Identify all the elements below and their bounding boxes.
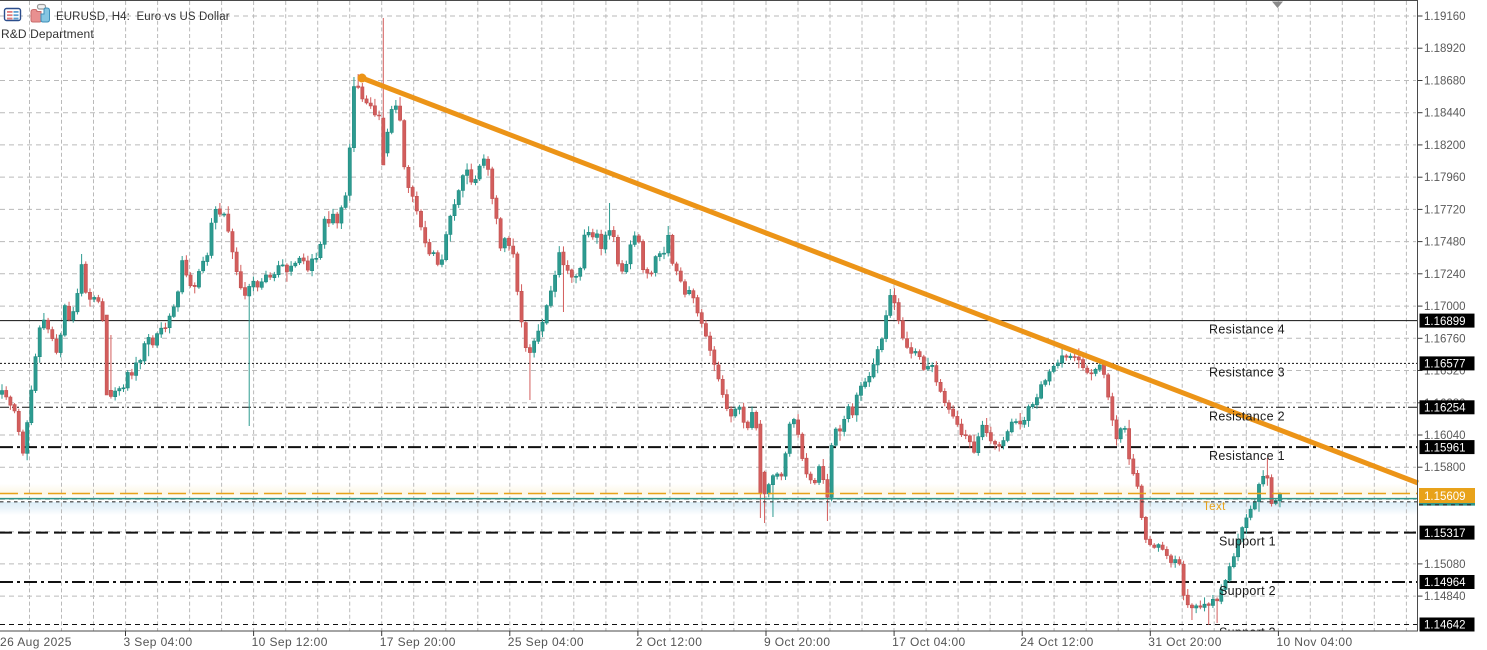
svg-text:EURUSD, H4: Euro vs US Dollar: EURUSD, H4: Euro vs US Dollar <box>56 11 230 23</box>
svg-text:25 Sep 04:00: 25 Sep 04:00 <box>508 635 584 649</box>
svg-text:1.17240: 1.17240 <box>1424 269 1466 281</box>
svg-text:Text: Text <box>1203 501 1226 513</box>
svg-text:17 Oct 04:00: 17 Oct 04:00 <box>892 635 966 649</box>
svg-text:1.17960: 1.17960 <box>1424 172 1466 184</box>
svg-text:10 Sep 12:00: 10 Sep 12:00 <box>252 635 328 649</box>
svg-text:1.18920: 1.18920 <box>1424 43 1466 55</box>
svg-text:Resistance 1: Resistance 1 <box>1209 449 1285 463</box>
svg-text:1.16254: 1.16254 <box>1424 403 1466 415</box>
svg-text:Resistance 4: Resistance 4 <box>1209 323 1285 337</box>
svg-text:1.16040: 1.16040 <box>1424 430 1466 442</box>
svg-text:26 Aug 2025: 26 Aug 2025 <box>0 635 72 649</box>
svg-text:1.16577: 1.16577 <box>1424 359 1466 371</box>
svg-text:R&D Department: R&D Department <box>1 27 94 41</box>
svg-text:1.18200: 1.18200 <box>1424 140 1466 152</box>
svg-text:1.17480: 1.17480 <box>1424 237 1466 249</box>
svg-text:Support 2: Support 2 <box>1219 584 1276 598</box>
svg-text:1.15961: 1.15961 <box>1424 442 1466 454</box>
svg-text:24 Oct 12:00: 24 Oct 12:00 <box>1020 635 1094 649</box>
svg-text:10 Nov 04:00: 10 Nov 04:00 <box>1276 635 1352 649</box>
svg-text:31 Oct 20:00: 31 Oct 20:00 <box>1148 635 1222 649</box>
svg-text:1.16899: 1.16899 <box>1424 316 1466 328</box>
svg-text:1.17000: 1.17000 <box>1424 301 1466 313</box>
svg-text:1.17720: 1.17720 <box>1424 204 1466 216</box>
svg-text:1.18440: 1.18440 <box>1424 108 1466 120</box>
svg-text:1.14642: 1.14642 <box>1424 620 1466 632</box>
svg-text:1.15080: 1.15080 <box>1424 559 1466 571</box>
svg-text:1.19160: 1.19160 <box>1424 11 1466 23</box>
svg-text:Resistance 2: Resistance 2 <box>1209 409 1285 423</box>
svg-text:1.15800: 1.15800 <box>1424 462 1466 474</box>
svg-text:1.15609: 1.15609 <box>1424 491 1466 503</box>
svg-text:Support 3: Support 3 <box>1219 626 1276 640</box>
svg-text:1.15317: 1.15317 <box>1424 528 1466 540</box>
svg-text:Support 1: Support 1 <box>1219 535 1276 549</box>
svg-text:1.16760: 1.16760 <box>1424 333 1466 345</box>
svg-text:1.14964: 1.14964 <box>1424 577 1466 589</box>
svg-text:1.18680: 1.18680 <box>1424 76 1466 88</box>
svg-text:3 Sep 04:00: 3 Sep 04:00 <box>124 635 193 649</box>
svg-text:2 Oct 12:00: 2 Oct 12:00 <box>636 635 702 649</box>
svg-text:9 Oct 20:00: 9 Oct 20:00 <box>764 635 830 649</box>
svg-text:Resistance 3: Resistance 3 <box>1209 365 1285 379</box>
svg-text:17 Sep 20:00: 17 Sep 20:00 <box>380 635 456 649</box>
svg-text:1.14840: 1.14840 <box>1424 591 1466 603</box>
